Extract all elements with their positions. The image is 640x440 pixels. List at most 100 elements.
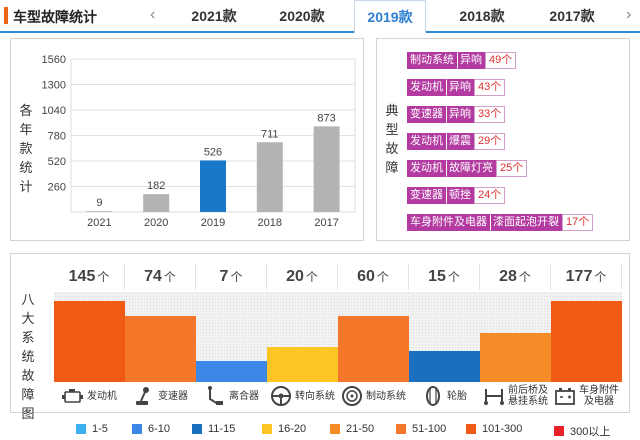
- label-char: 故: [385, 141, 399, 156]
- system-label[interactable]: 前后桥及 悬挂系统: [480, 382, 551, 410]
- system-name: 车身附件 及电器: [579, 385, 619, 407]
- label-char: 统: [21, 349, 35, 364]
- system-column[interactable]: 177 个: [551, 264, 622, 382]
- tire-icon: [426, 386, 440, 406]
- label-char: 型: [385, 122, 399, 137]
- system-column[interactable]: 28 个: [480, 264, 551, 382]
- x-tick-label-2018: 2018: [258, 217, 282, 229]
- engine-icon: [62, 389, 83, 403]
- issue-count: 43个: [474, 79, 506, 96]
- legend-item: 16-20: [262, 423, 306, 435]
- issue-symptom: 异响: [446, 79, 474, 96]
- system-count-unit: 个: [163, 270, 176, 284]
- title-accent: [4, 7, 8, 24]
- label-char: 系: [21, 330, 35, 345]
- x-tick-label-2021: 2021: [87, 217, 111, 229]
- legend-label: 300以上: [570, 426, 611, 438]
- system-count-unit: 个: [230, 270, 243, 284]
- issue-item[interactable]: 制动系统 异响 49个: [407, 52, 517, 69]
- issue-symptom: 异响: [457, 52, 485, 69]
- system-name: 发动机: [87, 390, 117, 402]
- data-label-2017: 873: [317, 112, 335, 124]
- tab-2021[interactable]: 2021款: [191, 8, 237, 24]
- label-char: 年: [19, 122, 33, 137]
- prev-arrow-icon[interactable]: ‹: [150, 6, 156, 23]
- system-bar-track: [338, 292, 409, 382]
- legend-label: 11-15: [208, 423, 236, 435]
- system-count-unit: 个: [518, 270, 531, 284]
- tab-2018[interactable]: 2018款: [459, 8, 505, 24]
- system-count-value: 28: [499, 268, 517, 285]
- typical-issues-label: 典型故障: [385, 101, 399, 177]
- system-count: 20 个: [267, 264, 338, 290]
- system-label[interactable]: 转向系统: [267, 382, 338, 410]
- label-char: 计: [19, 179, 33, 194]
- legend-item: 6-10: [132, 423, 170, 435]
- issue-category: 变速器: [407, 187, 446, 204]
- label-char: 障: [385, 160, 399, 175]
- system-column[interactable]: 15 个: [409, 264, 480, 382]
- system-count-value: 74: [144, 268, 162, 285]
- issue-symptom: 故障灯亮: [446, 160, 496, 177]
- legend-label: 1-5: [92, 423, 108, 435]
- system-label[interactable]: 离合器: [196, 382, 267, 410]
- system-label[interactable]: 制动系统: [338, 382, 409, 410]
- legend-swatch: [76, 424, 86, 434]
- system-column[interactable]: 20 个: [267, 264, 338, 382]
- page-title: 车型故障统计: [13, 9, 97, 25]
- system-label[interactable]: 轮胎: [409, 382, 480, 410]
- system-column[interactable]: 145 个: [54, 264, 125, 382]
- system-bar-track: [409, 292, 480, 382]
- issue-count: 17个: [562, 214, 594, 231]
- legend-swatch: [192, 424, 202, 434]
- battery-icon: [555, 388, 575, 405]
- legend-item: 300以上: [554, 423, 610, 439]
- system-bar-track: [196, 292, 267, 382]
- system-label[interactable]: 车身附件 及电器: [551, 382, 622, 410]
- legend-swatch: [330, 424, 340, 434]
- issue-symptom: 爆震: [446, 133, 474, 150]
- legend-label: 16-20: [278, 423, 307, 435]
- y-tick-label: 520: [48, 156, 66, 168]
- issue-item[interactable]: 发动机 故障灯亮 25个: [407, 160, 528, 177]
- issue-item[interactable]: 发动机 异响 43个: [407, 79, 506, 96]
- system-count: 74 个: [125, 264, 196, 290]
- tab-2017[interactable]: 2017款: [549, 8, 595, 24]
- data-label-2021: 9: [96, 197, 102, 209]
- tab-2019[interactable]: 2019款: [354, 0, 426, 35]
- bar-2017: [313, 126, 340, 212]
- legend-label: 6-10: [148, 423, 171, 435]
- typical-issues-panel: 典型故障 制动系统 异响 49个 发动机 异响 43个 变速器 异响 33个 发动机 爆震 29个发动…: [376, 38, 630, 241]
- system-name: 离合器: [229, 390, 259, 402]
- system-count-unit: 个: [376, 270, 389, 284]
- system-label[interactable]: 变速器: [125, 382, 196, 410]
- system-bar: [551, 301, 622, 382]
- system-label[interactable]: 发动机: [54, 382, 125, 410]
- data-label-2018: 711: [261, 128, 279, 140]
- issue-item[interactable]: 变速器 顿挫 24个: [407, 187, 506, 204]
- issue-item[interactable]: 车身附件及电器 漆面起泡开裂 17个: [407, 214, 594, 231]
- issue-item[interactable]: 发动机 爆震 29个: [407, 133, 506, 150]
- x-tick-label-2020: 2020: [144, 217, 168, 229]
- next-arrow-icon[interactable]: ›: [626, 6, 632, 23]
- legend-label: 101-300: [482, 423, 523, 435]
- label-char: 各: [19, 103, 33, 118]
- y-tick-label: 1040: [42, 105, 66, 117]
- bar-2019: [200, 160, 226, 212]
- system-column[interactable]: 74 个: [125, 264, 196, 382]
- legend-item: 101-300: [466, 423, 522, 435]
- tab-2020[interactable]: 2020款: [279, 8, 325, 24]
- system-count-unit: 个: [447, 270, 460, 284]
- issue-item[interactable]: 变速器 异响 33个: [407, 106, 506, 123]
- issue-category: 制动系统: [407, 52, 457, 69]
- x-tick-label-2017: 2017: [314, 217, 338, 229]
- system-bar: [480, 332, 551, 382]
- system-count-value: 7: [219, 268, 229, 285]
- brake-disc-icon: [342, 386, 362, 406]
- bar-2018: [256, 142, 283, 212]
- system-bar: [267, 346, 338, 382]
- issue-symptom: 顿挫: [446, 187, 474, 204]
- system-column[interactable]: 60 个: [338, 264, 409, 382]
